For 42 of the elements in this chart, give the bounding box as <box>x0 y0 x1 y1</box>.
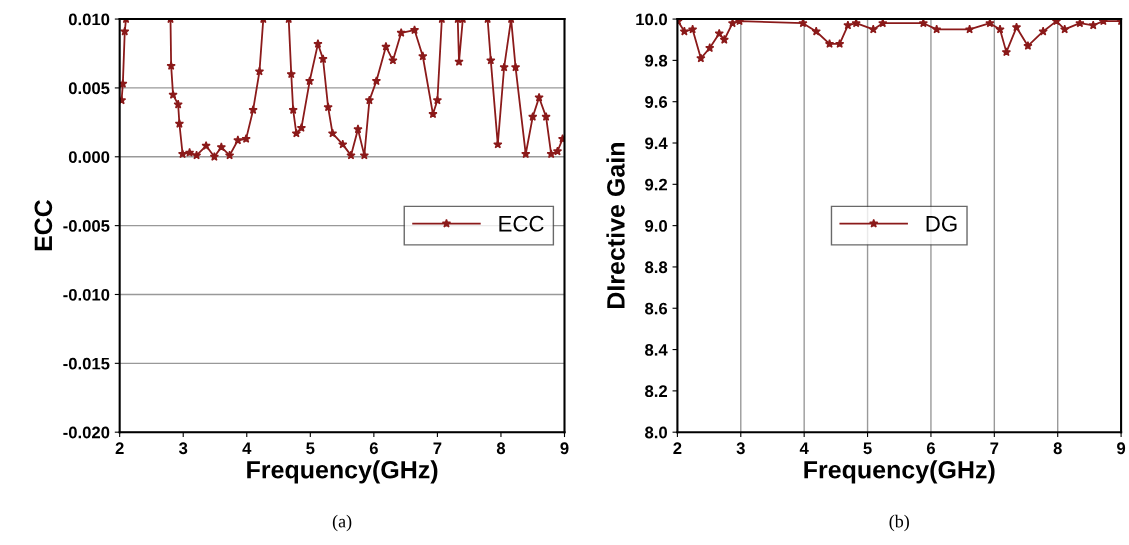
x-tick-label: 7 <box>990 442 999 454</box>
text: (b) <box>889 514 909 532</box>
x-tick-label: 2 <box>673 442 682 454</box>
x-tick-label: 3 <box>178 442 188 455</box>
x-tick-label: 5 <box>306 442 315 455</box>
y-tick-label: 0.005 <box>68 82 110 95</box>
x-tick-label: 4 <box>242 442 252 454</box>
x-axis-title: Frequency(GHz) <box>804 460 995 484</box>
x-tick-label: 3 <box>736 442 745 455</box>
y-axis-title: ECC <box>34 199 53 251</box>
y-tick-label: 8.6 <box>645 302 668 315</box>
x-tick-label: 8 <box>496 442 506 455</box>
y-tick-label: 0.000 <box>68 151 110 163</box>
legend-label: ECC <box>499 215 544 232</box>
y-tick-label: 9.6 <box>645 96 668 108</box>
y-tick-label: 9.0 <box>645 220 667 232</box>
x-tick-label: 4 <box>799 442 809 454</box>
y-tick-label: 8.2 <box>645 385 668 398</box>
y-tick-label: 10.0 <box>636 13 667 26</box>
y-tick-label: 0.010 <box>68 13 110 26</box>
y-tick-label: 9.4 <box>645 137 668 150</box>
x-tick-label: 8 <box>1053 442 1062 455</box>
y-tick-label: 8.8 <box>645 261 668 274</box>
x-axis-title: Frequency(GHz) <box>247 460 438 484</box>
x-tick-label: 2 <box>115 442 124 454</box>
x-tick-label: 9 <box>1117 442 1126 455</box>
y-tick-label: 9.8 <box>645 54 668 67</box>
legend-label: DG <box>926 215 957 232</box>
y-tick-label: 8.0 <box>645 426 667 439</box>
y-tick-label: 9.2 <box>645 178 668 191</box>
y-tick-label: -0.010 <box>63 288 110 301</box>
x-tick-label: 7 <box>433 442 442 454</box>
y-tick-label: -0.005 <box>63 220 110 232</box>
x-tick-label: 5 <box>863 442 872 455</box>
y-axis-title: DIrective Gain <box>606 143 625 309</box>
y-tick-label: 8.4 <box>645 343 668 356</box>
text: (a) <box>332 514 352 532</box>
x-tick-label: 9 <box>560 442 569 455</box>
y-tick-label: -0.015 <box>63 357 110 370</box>
y-tick-label: -0.020 <box>63 426 110 439</box>
x-tick-label: 6 <box>926 442 935 455</box>
x-tick-label: 6 <box>369 442 378 455</box>
